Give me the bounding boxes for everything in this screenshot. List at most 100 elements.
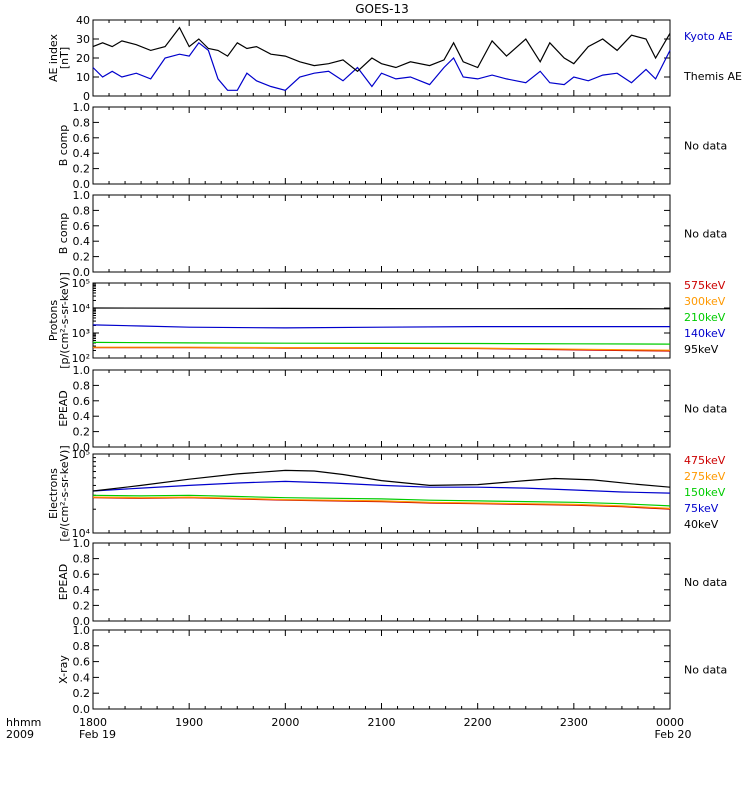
panel-1-ytick-label: 0.4 — [73, 147, 91, 160]
panel-5-series-line — [92, 469, 671, 492]
panel-3-ytick-label: 10⁵ — [72, 277, 90, 290]
panel-7-ytick-label: 0.2 — [73, 687, 91, 700]
panel-0-ytick-label: 20 — [76, 52, 90, 65]
panel-1-ytick-label: 0.8 — [73, 116, 91, 129]
panel-5-frame — [92, 453, 671, 534]
panel-0-ylabel: AE index — [47, 33, 60, 82]
panel-6-ytick-label: 0.0 — [73, 615, 91, 628]
panel-3-ylabel: [p/(cm²-s-sr-keV)] — [58, 272, 71, 369]
panel-5-legend-475keV: 475keV — [684, 454, 726, 467]
panel-0-series-line — [92, 26, 671, 73]
time-tick-label: 2200 — [464, 716, 492, 729]
time-tick-label: 1800 — [79, 716, 107, 729]
panel-4-ytick-label: 0.0 — [73, 441, 91, 454]
panel-5-legend-40keV: 40keV — [684, 518, 719, 531]
panel-4-frame — [92, 369, 671, 448]
panel-6-ylabel: EPEAD — [57, 564, 70, 601]
panel-5-ytick-label: 10⁵ — [72, 448, 90, 461]
panel-5-legend-75keV: 75keV — [684, 502, 719, 515]
panel-4-ytick-label: 1.0 — [73, 364, 91, 377]
panel-6-ytick-label: 0.8 — [73, 553, 91, 566]
panel-3-ytick-label: 10³ — [72, 327, 90, 340]
panel-3-legend-95keV: 95keV — [684, 343, 719, 356]
panel-2-frame — [92, 194, 671, 273]
time-tick-label: 0000 — [656, 716, 684, 729]
panel-6-ytick-label: 0.6 — [73, 568, 91, 581]
time-axis-row2-label: 2009 — [6, 728, 34, 741]
panel-4-ytick-label: 0.4 — [73, 410, 91, 423]
panel-4-ytick-label: 0.8 — [73, 379, 91, 392]
panel-7-status: No data — [684, 664, 727, 677]
panel-5-ylabel: [e/(cm²-s-sr-keV)] — [58, 445, 71, 541]
panel-4-ytick-label: 0.2 — [73, 426, 91, 439]
panel-3-legend-300keV: 300keV — [684, 295, 726, 308]
panel-5-ytick-label: 10⁴ — [72, 527, 91, 540]
panel-1-ytick-label: 0.0 — [73, 178, 91, 191]
panel-3-series-line — [92, 307, 671, 310]
panel-3-ytick-label: 10⁴ — [72, 302, 91, 315]
panel-7-frame — [92, 629, 671, 710]
panel-5-ylabel: Electrons — [47, 468, 60, 519]
panel-6-ytick-label: 0.2 — [73, 599, 91, 612]
panel-1-ytick-label: 0.2 — [73, 163, 91, 176]
panel-3-ylabel: Protons — [47, 300, 60, 341]
panel-2-ytick-label: 0.6 — [73, 220, 91, 233]
panel-4-ytick-label: 0.6 — [73, 395, 91, 408]
panel-2-status: No data — [684, 228, 727, 241]
panel-2-ytick-label: 0.4 — [73, 235, 91, 248]
panel-2-ytick-label: 0.0 — [73, 266, 91, 279]
panel-6-ytick-label: 0.4 — [73, 584, 91, 597]
panel-2-ytick-label: 0.2 — [73, 251, 91, 264]
plot-title: GOES-13 — [355, 2, 409, 16]
panel-0-ytick-label: 30 — [76, 33, 90, 46]
panel-7-ytick-label: 1.0 — [73, 624, 91, 637]
panel-1-ytick-label: 0.6 — [73, 132, 91, 145]
panel-0-ylabel: [nT] — [58, 47, 71, 69]
panel-6-status: No data — [684, 576, 727, 589]
time-axis-start-date: Feb 19 — [79, 728, 116, 741]
time-tick-label: 2300 — [560, 716, 588, 729]
panel-7-ytick-label: 0.0 — [73, 703, 91, 716]
panel-5-series-line — [92, 494, 671, 507]
panel-3-legend-140keV: 140keV — [684, 327, 726, 340]
panel-5-legend-275keV: 275keV — [684, 470, 726, 483]
panel-3-series-line — [93, 346, 671, 351]
panel-7-ylabel: X-ray — [57, 655, 70, 684]
time-axis-end-date: Feb 20 — [655, 728, 692, 741]
panels-group: 0 10 20 30 40 AE index[nT] Kyoto AE Themis AE 0.… — [47, 14, 742, 729]
panel-1-ytick-label: 1.0 — [73, 101, 91, 114]
panel-5-series-line — [92, 480, 671, 494]
panel-3-legend-210keV: 210keV — [684, 311, 726, 324]
time-tick-label: 2100 — [368, 716, 396, 729]
panel-7-ytick-label: 0.6 — [73, 656, 91, 669]
panel-2-ylabel: B comp — [57, 213, 70, 255]
panel-3-series-line — [92, 341, 671, 345]
time-tick-label: 2000 — [271, 716, 299, 729]
panel-0-ytick-label: 40 — [76, 14, 90, 27]
panel-6-ytick-label: 1.0 — [73, 537, 91, 550]
panel-0-frame — [92, 19, 671, 97]
time-axis-row1-label: hhmm — [6, 716, 41, 729]
panel-0-legend-Kyoto AE: Kyoto AE — [684, 30, 733, 43]
panel-3-series-line — [92, 324, 670, 329]
panel-1-status: No data — [684, 140, 727, 153]
panel-0-legend-Themis AE: Themis AE — [683, 70, 742, 83]
panel-7-ytick-label: 0.8 — [73, 640, 91, 653]
panel-3-legend-575keV: 575keV — [684, 279, 726, 292]
panel-0-ytick-label: 10 — [76, 71, 90, 84]
panel-5-legend-150keV: 150keV — [684, 486, 726, 499]
panel-0-series-line — [92, 41, 671, 91]
panel-4-status: No data — [684, 403, 727, 416]
panel-2-ytick-label: 1.0 — [73, 189, 91, 202]
panel-0-ytick-label: 0 — [83, 90, 90, 103]
panel-6-frame — [92, 542, 671, 622]
panel-4-ylabel: EPEAD — [57, 390, 70, 427]
panel-7-ytick-label: 0.4 — [73, 671, 91, 684]
panel-5-series-line — [92, 496, 671, 509]
panel-1-frame — [92, 106, 671, 185]
panel-2-ytick-label: 0.8 — [73, 204, 91, 217]
panel-3-ytick-label: 10² — [72, 352, 90, 365]
panel-1-ylabel: B comp — [57, 125, 70, 167]
time-tick-label: 1900 — [175, 716, 203, 729]
